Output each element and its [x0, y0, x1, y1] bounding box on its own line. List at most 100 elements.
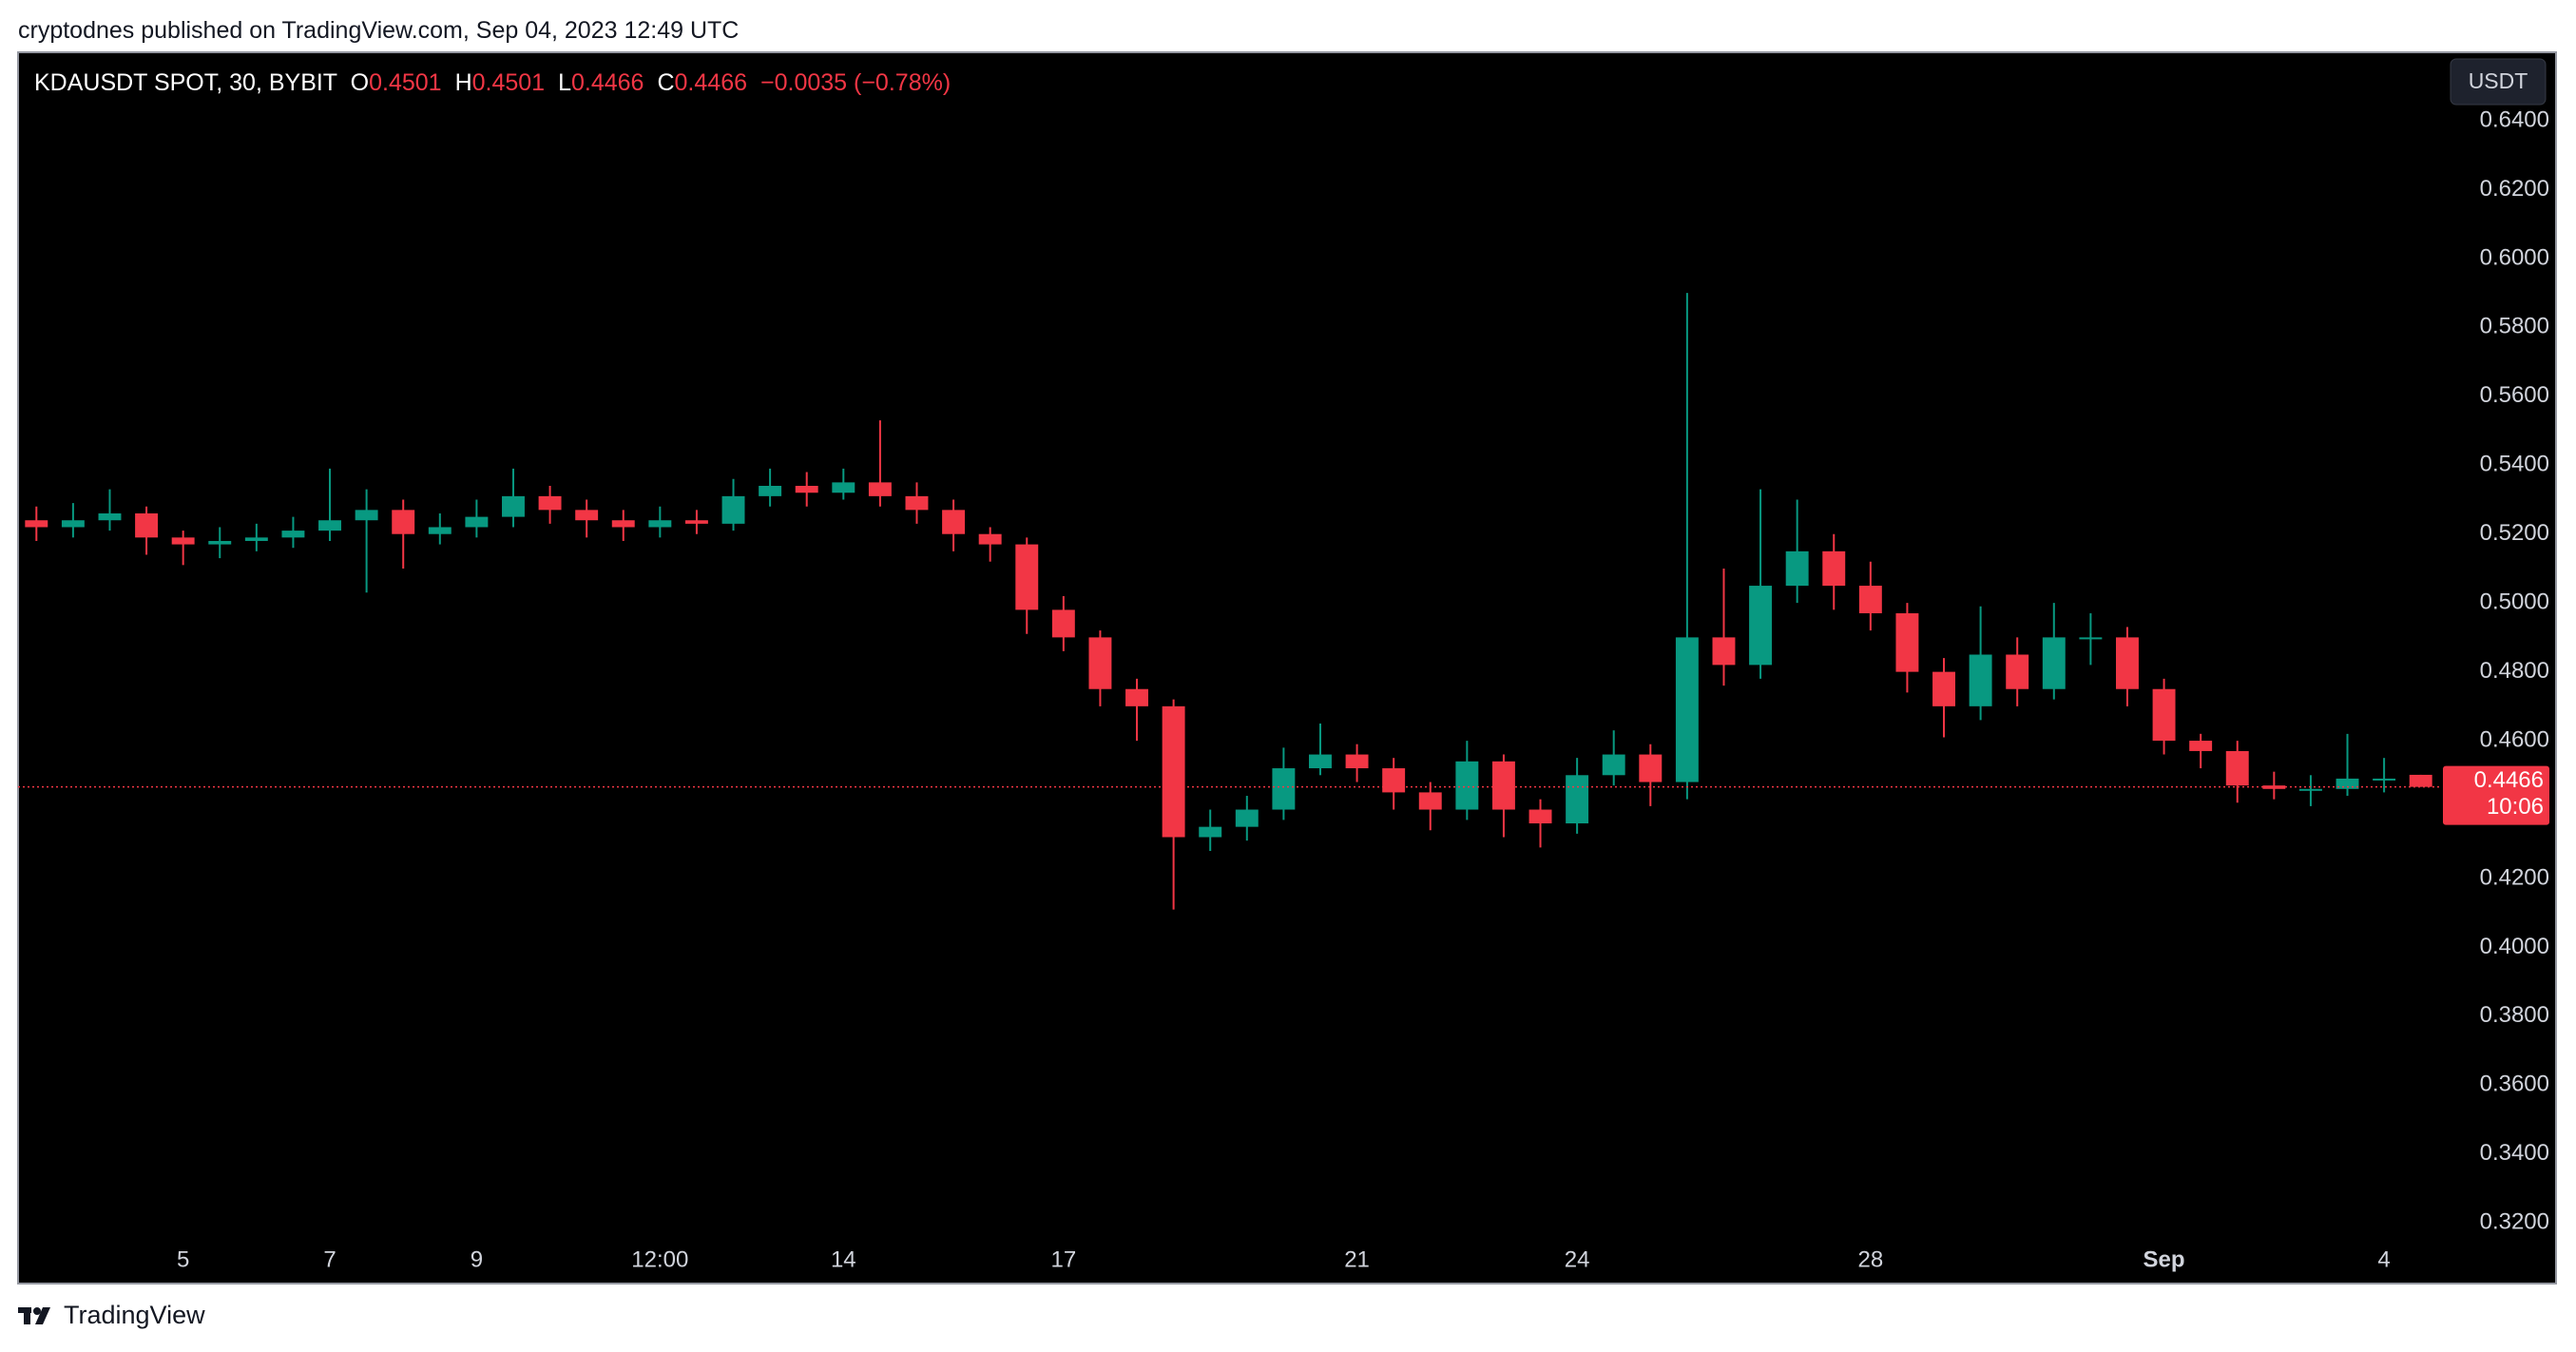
candle-body: [2189, 741, 2213, 751]
caption: cryptodnes published on TradingView.com,…: [18, 17, 740, 44]
candle-body: [1382, 768, 1406, 793]
candle-body: [611, 520, 635, 528]
x-tick-label: Sep: [2143, 1246, 2185, 1272]
close-label: C: [657, 69, 674, 96]
candle-body: [1602, 754, 1625, 776]
candle-body: [2225, 750, 2249, 786]
y-tick-label: 0.3800: [2480, 1002, 2549, 1028]
y-tick-label: 0.5600: [2480, 382, 2549, 408]
low-value: 0.4466: [571, 69, 644, 96]
candle-body: [2298, 788, 2322, 791]
candle-body: [1309, 754, 1332, 769]
candle-body: [502, 495, 525, 517]
x-tick-label: 17: [1050, 1246, 1076, 1272]
candle-body: [1235, 809, 1259, 827]
symbol: KDAUSDT SPOT, 30, BYBIT O0.4501 H0.4501 L0.…: [34, 69, 951, 96]
candle-body: [721, 495, 745, 524]
candle-body: [1162, 705, 1185, 838]
y-tick-label: 0.6400: [2480, 106, 2549, 132]
legend-header: KDAUSDT SPOT, 30, BYBIT O0.4501 H0.4501 L0.…: [34, 69, 951, 96]
candle-body: [2006, 654, 2029, 689]
candle-body: [1088, 637, 1112, 689]
x-tick-label: 21: [1344, 1246, 1370, 1272]
candle-body: [1639, 754, 1663, 782]
candle-body: [208, 540, 232, 545]
y-tick-label: 0.3200: [2480, 1209, 2549, 1235]
currency-button[interactable]: [2450, 58, 2547, 106]
currency-label[interactable]: USDT: [2469, 68, 2528, 93]
candle-body: [2373, 778, 2396, 781]
candle-body: [2116, 637, 2139, 689]
close-value: 0.4466: [675, 69, 747, 96]
x-tick-label: 28: [1857, 1246, 1883, 1272]
high-label: H: [455, 69, 472, 96]
candle-body: [25, 520, 48, 528]
chart-frame: [17, 51, 2557, 1284]
candle-body: [2079, 637, 2103, 640]
candle-body: [281, 531, 305, 538]
candle-body: [684, 520, 708, 524]
candle-body: [2152, 688, 2176, 742]
y-tick-label: 0.3600: [2480, 1072, 2549, 1097]
candle-body: [868, 482, 892, 496]
candle-body: [2042, 637, 2066, 689]
open-label: O: [351, 69, 369, 96]
last-price-box: [2443, 765, 2549, 825]
candle-body: [1822, 550, 1846, 587]
y-tick-label: 0.6200: [2480, 176, 2549, 202]
candle-body: [832, 482, 855, 493]
candle-body: [1566, 775, 1589, 824]
candle-body: [171, 537, 195, 545]
candle-body: [942, 510, 966, 534]
candle-body: [465, 516, 489, 528]
candle-body: [1895, 613, 1919, 672]
candle-body: [1932, 671, 1955, 706]
candle-body: [2409, 774, 2432, 787]
candle-body: [1051, 609, 1075, 638]
candle-body: [1749, 586, 1773, 666]
symbol-name: KDAUSDT SPOT, 30, BYBIT: [34, 69, 337, 96]
candle-body: [575, 510, 599, 521]
y-tick-label: 0.4200: [2480, 864, 2549, 890]
candle-body: [1675, 637, 1699, 782]
candle-body: [1418, 792, 1442, 810]
y-tick-label: 0.5200: [2480, 520, 2549, 546]
brand-logo: [18, 1306, 50, 1324]
candle-body: [1969, 654, 1992, 706]
y-tick-label: 0.4600: [2480, 726, 2549, 752]
candle-body: [2336, 778, 2359, 789]
candle-body: [978, 533, 1002, 545]
x-tick-label: 5: [177, 1246, 189, 1272]
x-tick-label: 7: [323, 1246, 336, 1272]
y-tick-label: 0.3400: [2480, 1140, 2549, 1166]
candle-body: [648, 520, 672, 528]
candle-body: [1015, 544, 1039, 610]
x-tick-label: 9: [471, 1246, 483, 1272]
y-tick-label: 0.4800: [2480, 658, 2549, 684]
brand: TradingView: [18, 1301, 205, 1330]
brand-name: TradingView: [64, 1301, 205, 1329]
candle-body: [1712, 637, 1736, 666]
last-price-label: 0.4466: [2474, 767, 2544, 793]
x-tick-label: 12:00: [631, 1246, 688, 1272]
candle-body: [2262, 785, 2286, 789]
candle-body: [795, 485, 818, 493]
candle-body: [759, 485, 782, 496]
candle-body: [1345, 754, 1369, 769]
candle-body: [1785, 550, 1809, 587]
open-value: 0.4501: [369, 69, 441, 96]
candle-body: [392, 510, 415, 534]
candle-body: [244, 537, 268, 541]
candle-body: [355, 510, 378, 521]
y-tick-label: 0.4000: [2480, 934, 2549, 959]
y-tick-label: 0.5800: [2480, 314, 2549, 339]
change: −0.0035 (−0.78%): [760, 69, 951, 96]
low-label: L: [558, 69, 571, 96]
candle-body: [538, 495, 562, 511]
candle-body: [1491, 761, 1515, 810]
candle-body: [428, 527, 452, 534]
candle-body: [98, 512, 122, 521]
x-tick-label: 24: [1565, 1246, 1590, 1272]
